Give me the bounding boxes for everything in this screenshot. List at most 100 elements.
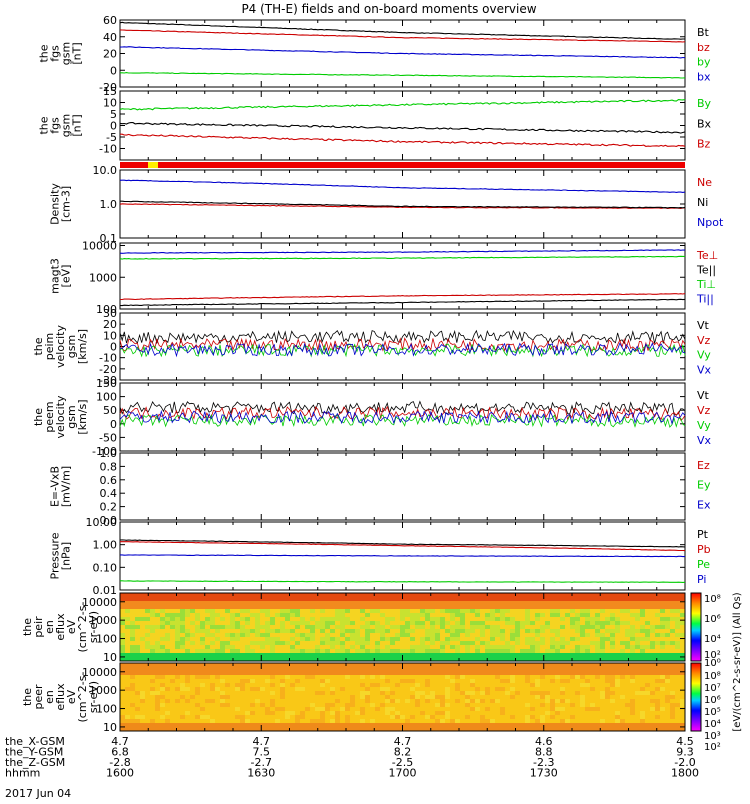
heatmap-cell — [605, 723, 611, 728]
heatmap-cell — [400, 703, 406, 708]
heatmap-cell — [465, 703, 471, 708]
heatmap-cell — [635, 667, 641, 672]
heatmap-cell — [235, 683, 241, 688]
heatmap-cell — [265, 609, 271, 614]
heatmap-cell — [135, 601, 141, 606]
heatmap-cell — [155, 683, 161, 688]
heatmap-cell — [225, 707, 231, 712]
heatmap-cell — [220, 707, 226, 712]
heatmap-cell — [605, 637, 611, 642]
heatmap-cell — [180, 601, 186, 606]
heatmap-cell — [485, 691, 491, 696]
heatmap-cell — [165, 711, 171, 716]
heatmap-cell — [530, 699, 536, 704]
series-line-bz — [119, 29, 686, 43]
heatmap-cell — [120, 609, 126, 614]
heatmap-cell — [130, 621, 136, 626]
heatmap-cell — [295, 641, 301, 646]
heatmap-cell — [175, 597, 181, 602]
heatmap-cell — [640, 629, 646, 634]
heatmap-cell — [255, 723, 261, 728]
heatmap-cell — [665, 683, 671, 688]
heatmap-cell — [530, 609, 536, 614]
heatmap-cell — [665, 641, 671, 646]
y-tick-label: -20 — [99, 81, 117, 94]
heatmap-cell — [200, 605, 206, 610]
heatmap-cell — [175, 649, 181, 654]
heatmap-cell — [385, 719, 391, 724]
heatmap-cell — [395, 711, 401, 716]
heatmap-cell — [335, 601, 341, 606]
heatmap-cell — [395, 653, 401, 658]
heatmap-cell — [180, 625, 186, 630]
heatmap-cell — [490, 617, 496, 622]
heatmap-cell — [585, 605, 591, 610]
heatmap-cell — [615, 601, 621, 606]
heatmap-cell — [265, 699, 271, 704]
heatmap-cell — [510, 657, 516, 662]
heatmap-cell — [280, 617, 286, 622]
heatmap-cell — [320, 609, 326, 614]
heatmap-cell — [605, 695, 611, 700]
heatmap-cell — [595, 727, 601, 732]
heatmap-cell — [255, 597, 261, 602]
heatmap-cell — [650, 667, 656, 672]
heatmap-cell — [135, 679, 141, 684]
heatmap-cell — [300, 687, 306, 692]
heatmap-cell — [475, 691, 481, 696]
heatmap-cell — [565, 703, 571, 708]
heatmap-cell — [655, 633, 661, 638]
heatmap-cell — [150, 679, 156, 684]
heatmap-cell — [450, 691, 456, 696]
heatmap-cell — [320, 671, 326, 676]
heatmap-cell — [145, 675, 151, 680]
heatmap-cell — [440, 679, 446, 684]
heatmap-cell — [420, 715, 426, 720]
heatmap-cell — [380, 633, 386, 638]
heatmap-cell — [310, 667, 316, 672]
heatmap-cell — [465, 601, 471, 606]
heatmap-cell — [130, 715, 136, 720]
heatmap-cell — [315, 637, 321, 642]
heatmap-cell — [375, 715, 381, 720]
heatmap-cell — [195, 679, 201, 684]
heatmap-cell — [635, 679, 641, 684]
heatmap-cell — [430, 679, 436, 684]
heatmap-cell — [170, 609, 176, 614]
heatmap-cell — [275, 679, 281, 684]
heatmap-cell — [660, 671, 666, 676]
heatmap-cell — [450, 679, 456, 684]
heatmap-cell — [230, 715, 236, 720]
heatmap-cell — [125, 663, 131, 668]
heatmap-cell — [445, 703, 451, 708]
heatmap-cell — [660, 609, 666, 614]
heatmap-cell — [625, 617, 631, 622]
heatmap-cell — [680, 601, 686, 606]
heatmap-cell — [395, 699, 401, 704]
heatmap-cell — [440, 637, 446, 642]
heatmap-cell — [480, 687, 486, 692]
heatmap-cell — [670, 641, 676, 646]
heatmap-cell — [600, 625, 606, 630]
heatmap-cell — [180, 617, 186, 622]
heatmap-cell — [665, 601, 671, 606]
heatmap-cell — [170, 723, 176, 728]
heatmap-cell — [490, 601, 496, 606]
heatmap-cell — [515, 605, 521, 610]
heatmap-cell — [675, 637, 681, 642]
heatmap-cell — [200, 621, 206, 626]
heatmap-cell — [265, 691, 271, 696]
y-axis-label: the — [21, 618, 34, 636]
heatmap-cell — [620, 707, 626, 712]
heatmap-cell — [405, 613, 411, 618]
heatmap-cell — [460, 613, 466, 618]
heatmap-cell — [345, 691, 351, 696]
heatmap-cell — [575, 715, 581, 720]
heatmap-cell — [565, 637, 571, 642]
heatmap-cell — [560, 649, 566, 654]
heatmap-cell — [185, 657, 191, 662]
heatmap-cell — [610, 605, 616, 610]
heatmap-cell — [680, 597, 686, 602]
heatmap-cell — [290, 625, 296, 630]
